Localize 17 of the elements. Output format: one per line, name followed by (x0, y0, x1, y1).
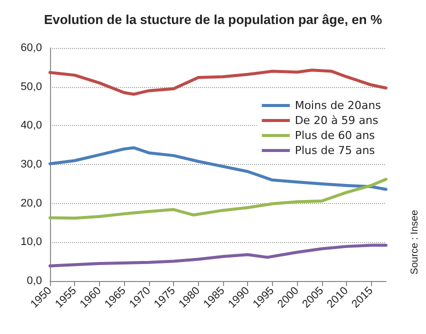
legend-label: Plus de 75 ans (294, 144, 376, 157)
line-series (48, 178, 388, 220)
y-tick-label: 20,0 (20, 197, 42, 210)
line-series (48, 146, 388, 191)
source-note: Source : Insee (410, 210, 420, 274)
y-tick-label: 50,0 (20, 80, 42, 93)
legend-label: De 20 à 59 ans (294, 114, 379, 127)
legend-label: Moins de 20ans (294, 99, 382, 112)
y-tick-label: 40,0 (20, 120, 42, 132)
line-series (48, 68, 388, 96)
legend-label: Plus de 60 ans (294, 129, 376, 142)
y-tick-label: 0,0 (26, 275, 42, 287)
y-tick-label: 30,0 (20, 158, 42, 170)
y-tick-label: 60,0 (20, 42, 42, 54)
line-series (48, 244, 388, 268)
chart-title: Evolution de la stucture de la population par âge, en % (44, 12, 382, 27)
y-tick-label: 10,0 (20, 236, 42, 248)
